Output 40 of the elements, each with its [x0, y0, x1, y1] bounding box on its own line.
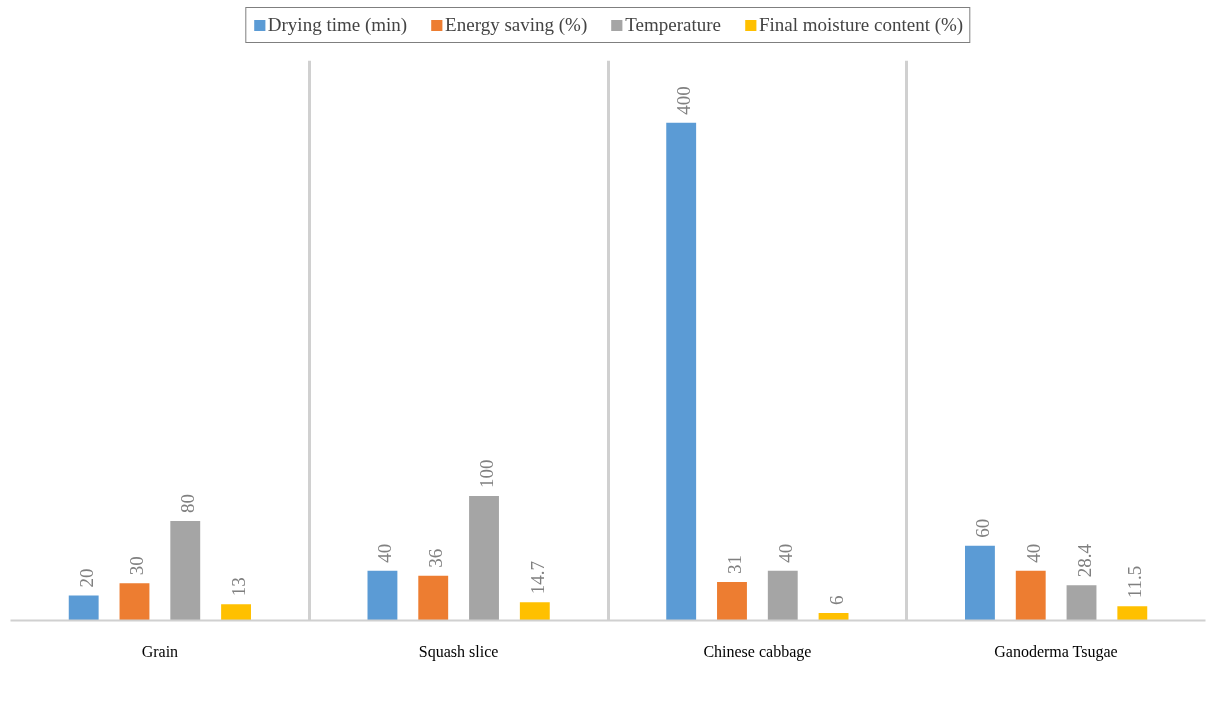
data-label: 28.4	[1073, 543, 1095, 578]
bar	[818, 613, 849, 621]
legend-label: Drying time (min)	[267, 14, 408, 36]
x-tick-label: Ganoderma Tsugae	[994, 642, 1118, 661]
data-label: 40	[774, 543, 796, 563]
data-label: 6	[825, 595, 847, 606]
bar	[221, 604, 251, 621]
data-label: 31	[723, 554, 745, 574]
data-label: 36	[425, 548, 447, 568]
bar	[519, 602, 550, 621]
bar	[767, 570, 798, 621]
x-tick-label: Chinese cabbage	[703, 642, 812, 661]
data-label: 13	[228, 577, 250, 597]
bar	[1015, 570, 1046, 621]
bar	[119, 583, 150, 621]
legend-label: Energy saving (%)	[445, 14, 588, 36]
data-label: 30	[126, 556, 148, 576]
bar	[469, 496, 499, 621]
bar	[170, 520, 201, 621]
bar	[418, 575, 449, 621]
legend-label: Temperature	[625, 14, 721, 36]
data-label: 40	[374, 543, 396, 563]
data-label: 80	[177, 493, 199, 513]
bar	[1066, 585, 1097, 621]
legend-label: Final moisture content (%)	[758, 14, 964, 36]
data-label: 400	[673, 86, 695, 115]
bar	[68, 595, 99, 621]
data-label: 60	[971, 518, 993, 538]
x-tick-label: Squash slice	[418, 642, 499, 661]
bar	[717, 581, 747, 621]
data-label: 14.7	[526, 560, 548, 595]
data-label: 40	[1022, 543, 1044, 563]
bar	[1117, 606, 1148, 621]
data-label: 20	[75, 568, 97, 588]
data-label: 11.5	[1124, 565, 1146, 599]
bar	[965, 545, 995, 621]
data-label: 100	[476, 459, 498, 489]
bar	[666, 122, 697, 621]
bar	[367, 570, 398, 621]
x-tick-label: Grain	[141, 642, 179, 660]
